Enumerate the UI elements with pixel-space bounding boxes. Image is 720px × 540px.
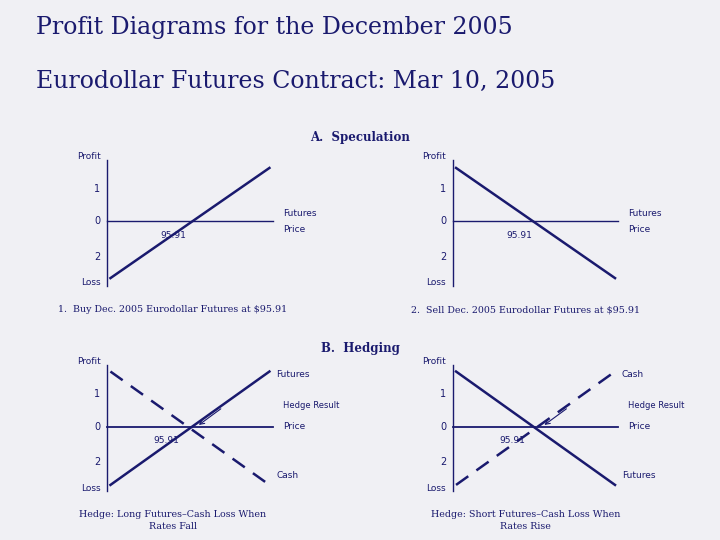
Text: Profit Diagrams for the December 2005: Profit Diagrams for the December 2005 (36, 16, 513, 39)
Text: 2: 2 (440, 457, 446, 467)
Text: 2.  Sell Dec. 2005 Eurodollar Futures at $95.91: 2. Sell Dec. 2005 Eurodollar Futures at … (411, 305, 640, 314)
Text: Futures: Futures (283, 209, 316, 218)
Text: Futures: Futures (629, 209, 662, 218)
Text: Price: Price (629, 225, 651, 234)
Text: Cash: Cash (276, 471, 298, 480)
Text: 0: 0 (94, 217, 101, 226)
Text: 0: 0 (440, 422, 446, 431)
Text: 1: 1 (94, 184, 101, 194)
Text: Loss: Loss (426, 279, 446, 287)
Text: Profit: Profit (77, 152, 101, 161)
Text: 2: 2 (440, 252, 446, 262)
Text: Price: Price (629, 422, 651, 431)
Text: B.  Hedging: B. Hedging (320, 342, 400, 355)
Text: 1: 1 (440, 184, 446, 194)
Text: Profit: Profit (77, 357, 101, 366)
Text: Futures: Futures (276, 370, 310, 379)
Text: Price: Price (283, 225, 305, 234)
Text: Futures: Futures (621, 471, 655, 480)
Text: Loss: Loss (81, 484, 101, 492)
Text: Hedge: Long Futures–Cash Loss When
Rates Fall: Hedge: Long Futures–Cash Loss When Rates… (79, 510, 266, 531)
Text: A.  Speculation: A. Speculation (310, 131, 410, 144)
Text: Loss: Loss (81, 279, 101, 287)
Text: 0: 0 (94, 422, 101, 431)
Text: Hedge Result: Hedge Result (629, 401, 685, 410)
Text: 95.91: 95.91 (500, 436, 526, 446)
Text: Eurodollar Futures Contract: Mar 10, 2005: Eurodollar Futures Contract: Mar 10, 200… (36, 70, 555, 93)
Text: 0: 0 (440, 217, 446, 226)
Text: Price: Price (283, 422, 305, 431)
Text: 1: 1 (94, 389, 101, 399)
Text: 2: 2 (94, 457, 101, 467)
Text: 1: 1 (440, 389, 446, 399)
Text: 95.91: 95.91 (154, 436, 180, 446)
Text: Cash: Cash (621, 370, 644, 379)
Text: 95.91: 95.91 (161, 231, 186, 240)
Text: 1.  Buy Dec. 2005 Eurodollar Futures at $95.91: 1. Buy Dec. 2005 Eurodollar Futures at $… (58, 305, 287, 314)
Text: Loss: Loss (426, 484, 446, 492)
Text: 95.91: 95.91 (506, 231, 532, 240)
Text: 2: 2 (94, 252, 101, 262)
Text: Hedge Result: Hedge Result (283, 401, 339, 410)
Text: Hedge: Short Futures–Cash Loss When
Rates Rise: Hedge: Short Futures–Cash Loss When Rate… (431, 510, 621, 531)
Text: Profit: Profit (423, 152, 446, 161)
Text: Profit: Profit (423, 357, 446, 366)
